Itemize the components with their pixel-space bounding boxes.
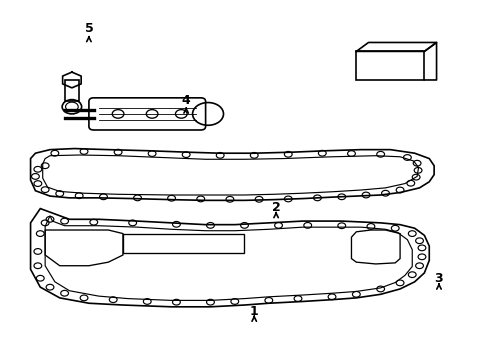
Text: 4: 4 [182, 94, 190, 107]
Text: 2: 2 [271, 201, 280, 214]
Text: 3: 3 [434, 273, 443, 285]
Text: 1: 1 [249, 305, 258, 318]
Text: 5: 5 [84, 22, 93, 35]
